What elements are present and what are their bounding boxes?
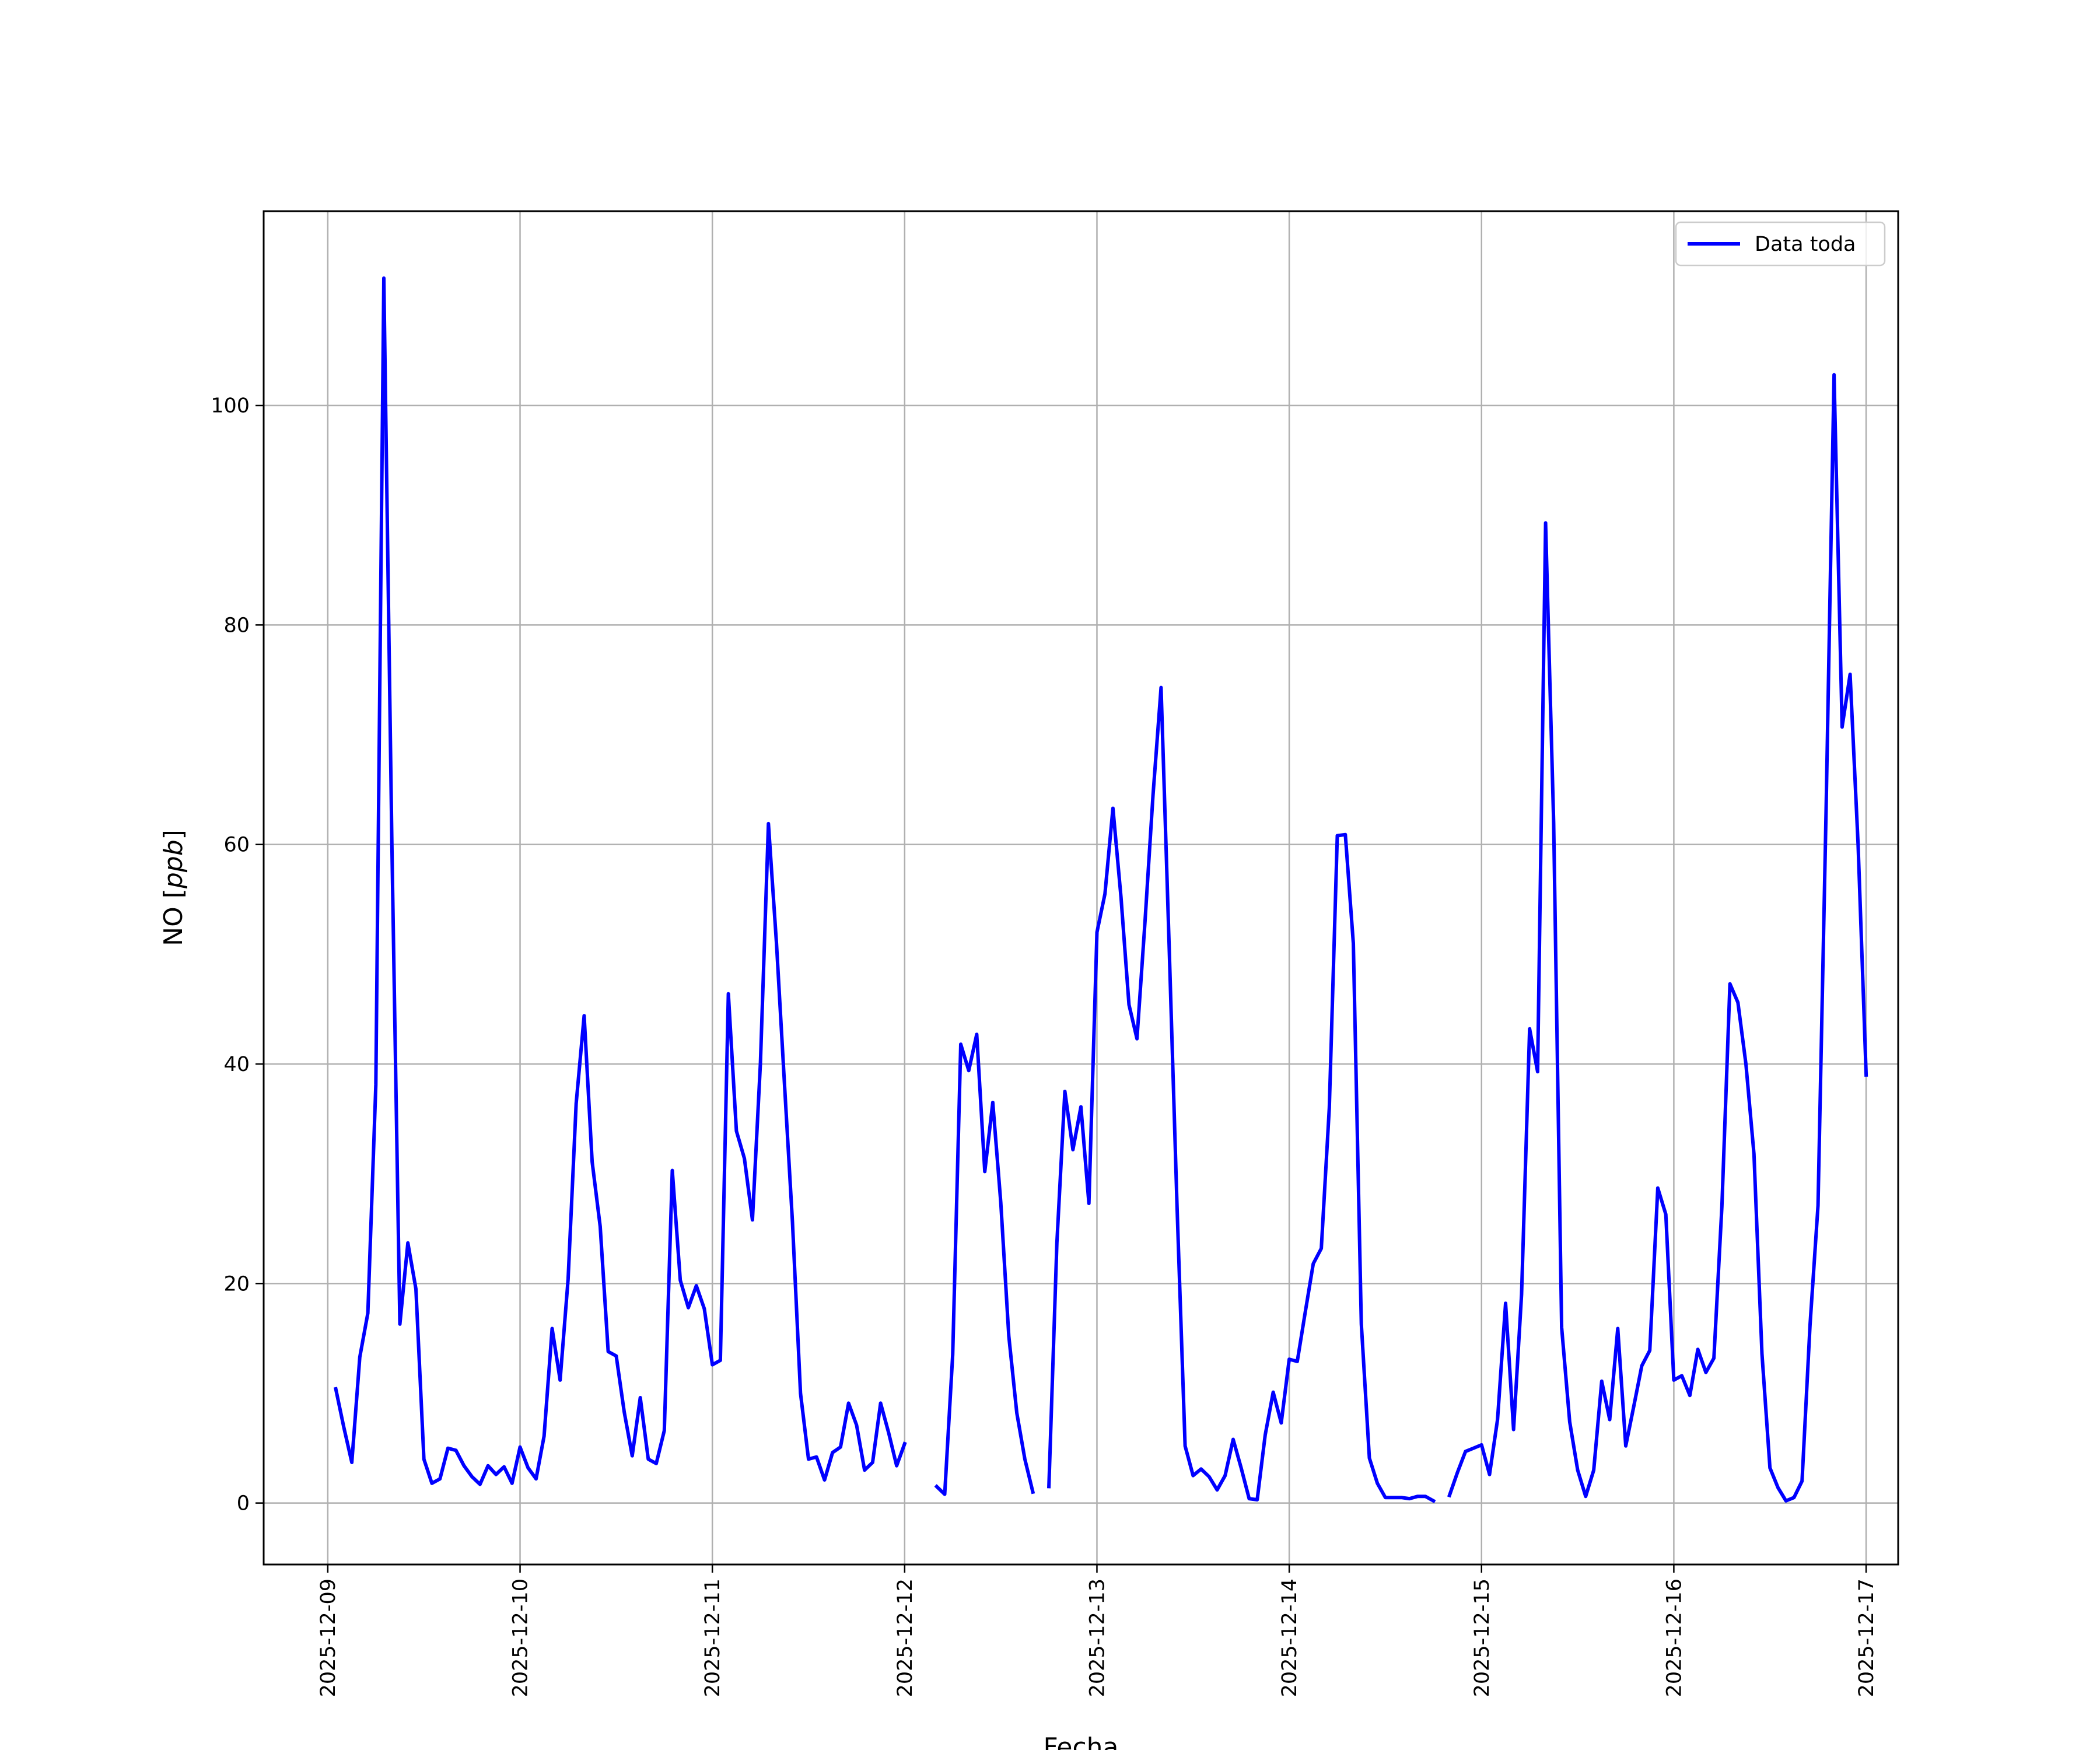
grid-lines xyxy=(264,211,1898,1564)
x-axis-ticks: 2025-12-09 2025-12-10 2025-12-11 2025-12-12… xyxy=(317,1564,1878,1697)
y-tick-label: 20 xyxy=(223,1272,250,1296)
x-tick-label: 2025-12-11 xyxy=(701,1578,724,1697)
y-tick-label: 100 xyxy=(211,394,250,418)
y-tick-label: 40 xyxy=(223,1053,250,1076)
plot-frame xyxy=(262,210,1899,1566)
x-tick-label: 2025-12-09 xyxy=(317,1578,340,1697)
y-tick-label: 0 xyxy=(237,1492,250,1516)
x-tick-label: 2025-12-10 xyxy=(509,1578,533,1697)
series-line-data-toda xyxy=(1447,373,1868,1503)
legend-label: Data toda xyxy=(1755,233,1856,256)
legend: Data toda xyxy=(1675,221,1886,267)
x-tick-label: 2025-12-12 xyxy=(894,1578,917,1697)
x-tick-label: 2025-12-14 xyxy=(1278,1578,1301,1697)
y-tick-label: 80 xyxy=(223,614,250,637)
series-line-data-toda xyxy=(334,276,907,1486)
x-tick-label: 2025-12-15 xyxy=(1471,1578,1494,1697)
y-axis-label: NO [ppb] xyxy=(159,830,188,946)
series-line-data-toda xyxy=(934,1032,1035,1496)
y-axis-label-suffix: ] xyxy=(159,830,188,839)
y-axis-ticks: 0 20 40 60 80 100 xyxy=(211,394,264,1516)
y-axis-label-unit: ppb xyxy=(159,839,188,889)
series-lines xyxy=(334,276,1868,1503)
y-axis-label-prefix: NO [ xyxy=(159,888,188,946)
y-tick-label: 60 xyxy=(223,834,250,857)
x-axis-label: Fecha xyxy=(1043,1732,1118,1750)
x-tick-label: 2025-12-16 xyxy=(1662,1578,1686,1697)
legend-box xyxy=(1675,221,1886,267)
series-line-data-toda xyxy=(1047,685,1436,1503)
x-tick-label: 2025-12-17 xyxy=(1855,1578,1878,1697)
x-tick-label: 2025-12-13 xyxy=(1086,1578,1109,1697)
